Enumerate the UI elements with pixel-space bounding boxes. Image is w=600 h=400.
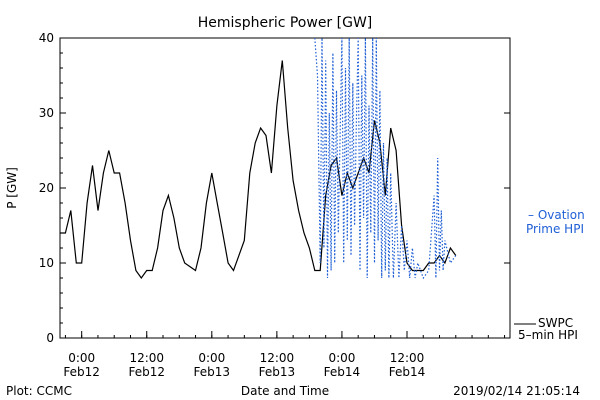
x-tick-date-label: Feb12 xyxy=(128,365,165,379)
series-layer xyxy=(60,37,457,280)
x-tick-time-label: 0:00 xyxy=(198,351,225,365)
x-axis-label: Date and Time xyxy=(241,384,329,398)
legend-swpc-label-line2: 5–min HPI xyxy=(518,328,578,342)
y-tick-label: 10 xyxy=(39,256,54,270)
ovation-prime-hpi-line xyxy=(314,37,457,280)
y-tick-label: 20 xyxy=(39,181,54,195)
x-tick-date-label: Feb14 xyxy=(389,365,426,379)
plot-frame xyxy=(59,37,511,339)
x-tick-time-label: 12:00 xyxy=(129,351,164,365)
x-tick-date-label: Feb13 xyxy=(259,365,296,379)
legend-ovation-label-line1: – Ovation xyxy=(528,208,585,222)
plot-timestamp: 2019/02/14 21:05:14 xyxy=(453,384,580,398)
plot-credit: Plot: CCMC xyxy=(6,384,72,398)
x-tick-time-label: 0:00 xyxy=(68,351,95,365)
legend-swpc-label-line1: SWPC xyxy=(538,316,573,330)
y-tick-label: 40 xyxy=(39,31,54,45)
x-tick-date-label: Feb14 xyxy=(324,365,361,379)
y-axis-label: P [GW] xyxy=(5,167,19,209)
x-tick-date-label: Feb12 xyxy=(63,365,100,379)
x-tick-time-label: 12:00 xyxy=(390,351,425,365)
x-tick-time-label: 0:00 xyxy=(328,351,355,365)
legend-ovation-label-line2: Prime HPI xyxy=(526,222,584,236)
y-axis: 0 10 20 30 40 xyxy=(39,31,510,345)
swpc-hpi-line xyxy=(60,60,457,280)
x-axis: 0:00Feb1212:00Feb120:00Feb1312:00Feb130:… xyxy=(63,331,506,379)
x-tick-time-label: 12:00 xyxy=(260,351,295,365)
y-tick-label: 0 xyxy=(46,331,54,345)
x-tick-date-label: Feb13 xyxy=(194,365,231,379)
chart-title: Hemispheric Power [GW] xyxy=(198,15,373,31)
y-tick-label: 30 xyxy=(39,106,54,120)
